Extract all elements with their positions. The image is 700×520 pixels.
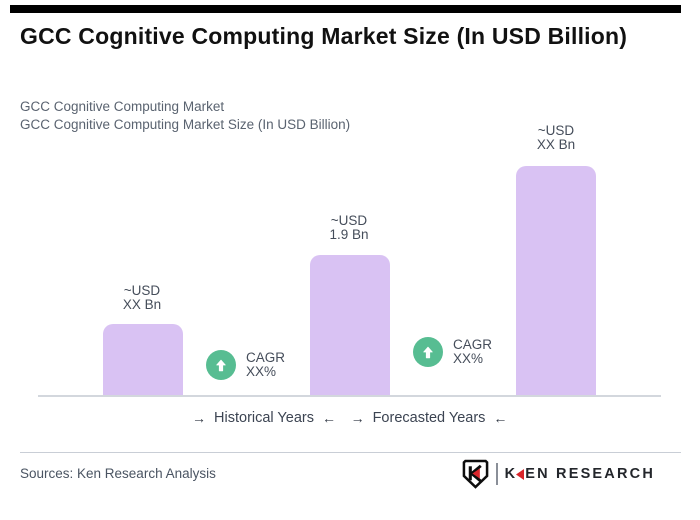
ken-research-shield-icon xyxy=(462,459,488,489)
subtitle-line-1: GCC Cognitive Computing Market xyxy=(20,99,225,114)
cagr-annotation-forecast: CAGR XX% xyxy=(413,337,492,367)
bar-value-label-1: ~USD XX Bn xyxy=(82,284,202,312)
chart-subtitle: GCC Cognitive Computing Market GCC Cogni… xyxy=(20,98,350,134)
footer-divider xyxy=(20,452,681,453)
cagr-growth-badge xyxy=(413,337,443,367)
bar-historical-start xyxy=(103,324,183,395)
x-axis-line xyxy=(38,395,661,397)
bar-value-label-1-line-2: XX Bn xyxy=(122,297,162,312)
cagr-label: CAGR xyxy=(246,350,286,365)
cagr-annotation-historical: CAGR XX% xyxy=(206,350,285,380)
left-arrow-icon: ← xyxy=(321,410,336,426)
right-arrow-icon: → xyxy=(350,410,365,426)
left-arrow-icon: ← xyxy=(493,410,508,426)
red-triangle-icon xyxy=(516,469,525,480)
x-group-label-forecasted: → Forecasted Years ← xyxy=(351,410,508,426)
logo-separator xyxy=(495,463,498,485)
sources-text: Sources: Ken Research Analysis xyxy=(20,466,216,481)
wordmark-k: K xyxy=(504,466,518,482)
cagr-growth-badge xyxy=(206,350,236,380)
bar-value-label-3-line-1: ~USD xyxy=(537,123,575,138)
x-group-label-text: Historical Years xyxy=(214,410,314,426)
right-arrow-icon: → xyxy=(192,410,207,426)
wordmark-rest: EN RESEARCH xyxy=(525,466,655,482)
cagr-text: CAGR XX% xyxy=(246,351,285,379)
bar-current-year xyxy=(310,255,390,395)
x-group-label-text: Forecasted Years xyxy=(372,410,486,426)
bar-value-label-2-line-1: ~USD xyxy=(330,213,368,228)
ken-research-logo: K EN RESEARCH xyxy=(462,459,655,489)
up-arrow-icon xyxy=(423,346,433,358)
cagr-text: CAGR XX% xyxy=(453,338,492,366)
bar-value-label-3: ~USD XX Bn xyxy=(496,124,616,152)
top-black-bar xyxy=(10,5,681,13)
cagr-label: CAGR xyxy=(453,337,493,352)
bar-forecast-end xyxy=(516,166,596,395)
x-group-label-historical: → Historical Years ← xyxy=(192,410,336,426)
ken-research-wordmark: K EN RESEARCH xyxy=(505,466,655,482)
bar-value-label-2: ~USD 1.9 Bn xyxy=(289,214,409,242)
bar-value-label-3-line-2: XX Bn xyxy=(536,137,576,152)
cagr-value: XX% xyxy=(246,364,277,379)
subtitle-line-2: GCC Cognitive Computing Market Size (In … xyxy=(20,117,351,132)
bar-value-label-2-line-2: 1.9 Bn xyxy=(329,227,369,242)
up-arrow-icon xyxy=(216,359,226,371)
page-title: GCC Cognitive Computing Market Size (In … xyxy=(20,23,628,49)
cagr-value: XX% xyxy=(453,351,484,366)
bar-value-label-1-line-1: ~USD xyxy=(123,283,161,298)
